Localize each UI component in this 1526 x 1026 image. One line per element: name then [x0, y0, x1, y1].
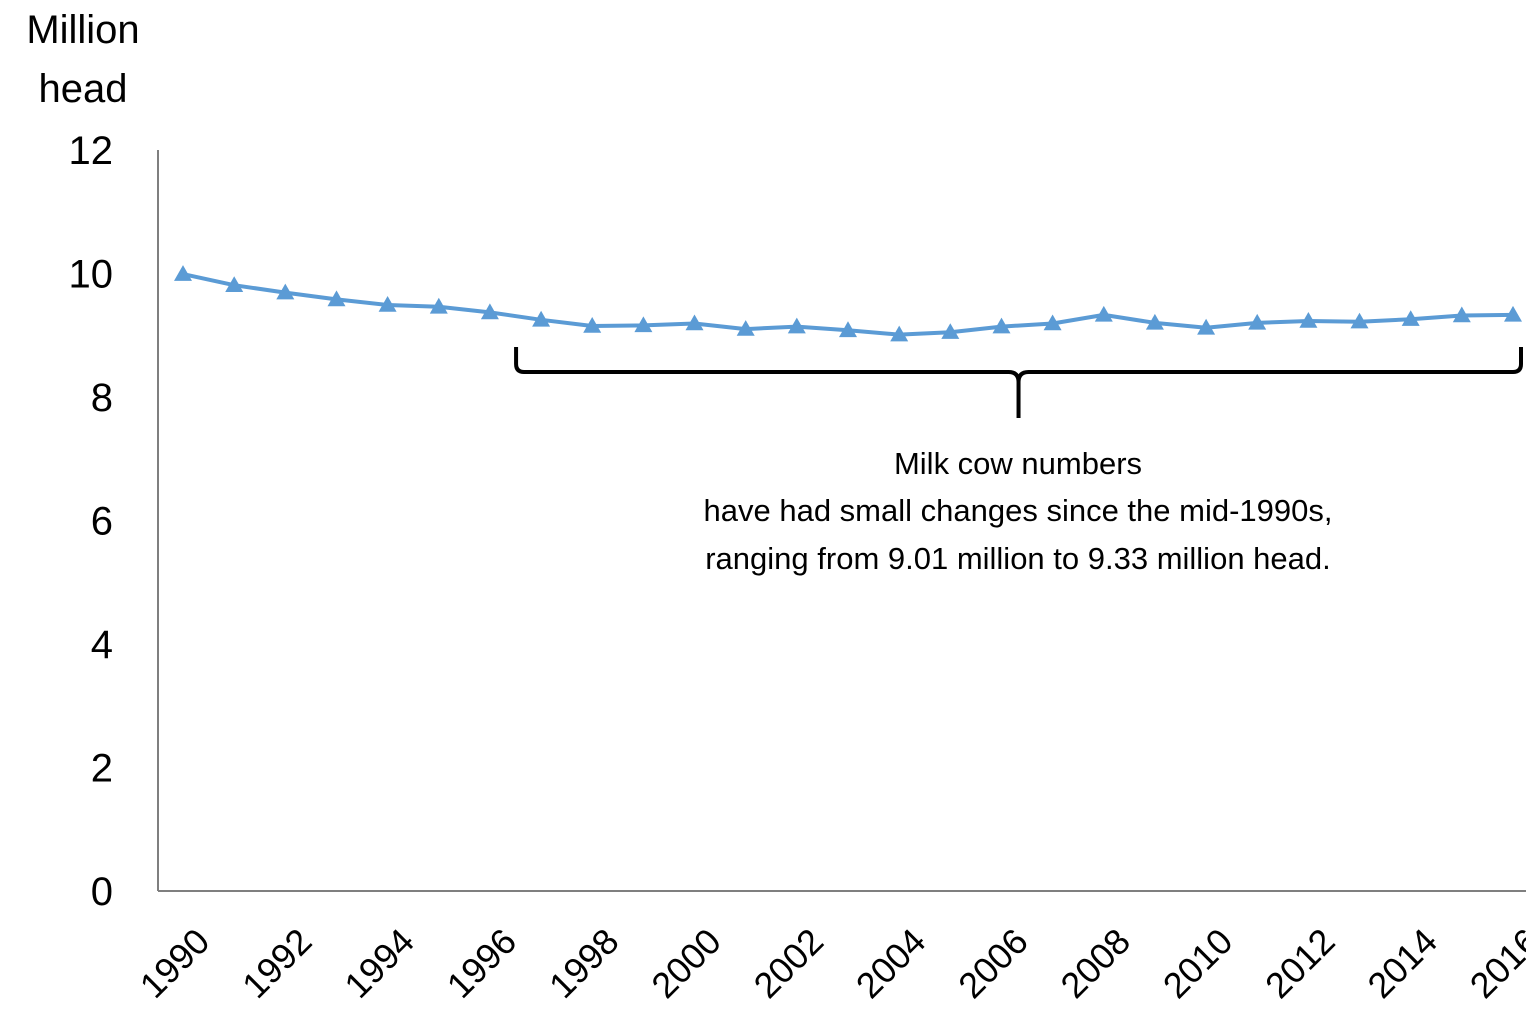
x-tick-label: 2014: [1359, 920, 1445, 1006]
x-tick-label: 1994: [336, 920, 422, 1006]
data-point: [787, 317, 806, 334]
data-point: [941, 323, 960, 339]
y-tick-label: 6: [91, 500, 113, 544]
y-axis-label: Million head: [26, 8, 139, 111]
data-point: [174, 265, 192, 281]
data-point: [1401, 310, 1420, 326]
data-point: [378, 296, 397, 312]
x-tick-label: 2004: [848, 920, 934, 1006]
x-tick-labels: 1990 1992 1994 1996 1998 2000 2002 2004 2006 2008…: [132, 920, 1526, 1006]
y-tick-label: 0: [91, 870, 113, 914]
data-point: [583, 317, 602, 333]
y-tick-label: 4: [91, 623, 113, 667]
data-point: [685, 314, 704, 331]
x-tick-label: 1992: [234, 920, 320, 1006]
y-tick-label: 10: [69, 253, 114, 297]
x-tick-label: 2000: [643, 920, 729, 1006]
data-point: [1452, 306, 1471, 323]
x-tick-label: 2008: [1052, 920, 1138, 1006]
x-tick-label: 2002: [746, 920, 832, 1006]
x-tick-label: 2016: [1462, 920, 1526, 1006]
x-tick-label: 2010: [1155, 920, 1241, 1006]
annotation-line-1: Milk cow numbers: [894, 446, 1142, 481]
y-tick-label: 2: [91, 747, 113, 791]
data-point: [327, 290, 346, 307]
data-point: [429, 297, 448, 314]
data-point: [1145, 313, 1164, 330]
data-point: [839, 321, 857, 338]
data-point: [736, 320, 755, 336]
x-tick-label: 1996: [439, 920, 525, 1006]
data-point: [1504, 305, 1522, 322]
data-point: [1248, 313, 1267, 330]
data-point: [634, 316, 653, 333]
data-point: [1043, 314, 1062, 331]
data-point: [480, 303, 499, 320]
data-point: [276, 283, 295, 300]
data-point: [890, 325, 909, 342]
annotation: Milk cow numbers have had small changes …: [514, 347, 1523, 576]
y-axis-label-line-2: head: [39, 67, 128, 111]
data-point: [1350, 312, 1369, 329]
series-layer: [174, 265, 1522, 342]
annotation-bracket: [514, 347, 1523, 418]
annotation-line-3: ranging from 9.01 million to 9.33 millio…: [705, 541, 1331, 576]
y-tick-label: 12: [69, 129, 114, 173]
y-tick-labels: 0 2 4 6 8 10 12: [69, 129, 114, 914]
y-axis-label-line-1: Million: [26, 8, 139, 52]
y-tick-label: 8: [91, 376, 113, 420]
x-tick-label: 2006: [950, 920, 1036, 1006]
x-tick-label: 1998: [541, 920, 627, 1006]
data-point: [532, 310, 551, 327]
data-point: [1197, 318, 1216, 335]
x-tick-label: 2012: [1257, 920, 1343, 1006]
data-point: [1299, 312, 1318, 328]
x-tick-label: 1990: [132, 920, 218, 1006]
annotation-line-2: have had small changes since the mid-199…: [704, 493, 1333, 528]
data-point: [992, 317, 1011, 334]
data-point: [225, 276, 244, 292]
data-point: [1094, 305, 1113, 322]
